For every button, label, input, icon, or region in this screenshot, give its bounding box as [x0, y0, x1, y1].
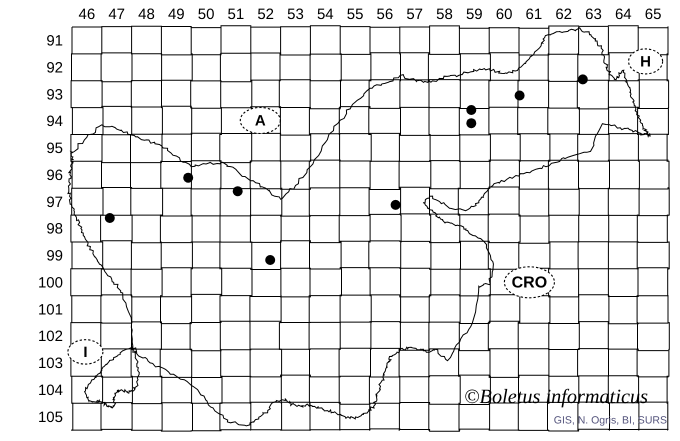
svg-text:65: 65: [645, 6, 662, 23]
svg-text:102: 102: [38, 328, 63, 345]
svg-text:51: 51: [228, 6, 245, 23]
svg-text:47: 47: [108, 6, 125, 23]
svg-text:56: 56: [377, 6, 394, 23]
svg-text:95: 95: [46, 140, 63, 157]
svg-text:97: 97: [46, 194, 63, 211]
svg-text:48: 48: [138, 6, 155, 23]
svg-text:H: H: [640, 54, 651, 71]
svg-text:92: 92: [46, 60, 63, 77]
svg-text:GIS, N. Ogris, BI, SURS: GIS, N. Ogris, BI, SURS: [554, 415, 667, 427]
svg-text:©Boletus informaticus: ©Boletus informaticus: [464, 386, 648, 408]
svg-text:46: 46: [79, 6, 96, 23]
svg-text:105: 105: [38, 409, 63, 426]
svg-text:53: 53: [287, 6, 304, 23]
svg-text:64: 64: [615, 6, 632, 23]
svg-text:99: 99: [46, 248, 63, 265]
svg-text:54: 54: [317, 6, 334, 23]
svg-text:57: 57: [406, 6, 423, 23]
svg-text:104: 104: [38, 382, 63, 399]
svg-text:61: 61: [526, 6, 543, 23]
svg-text:A: A: [255, 113, 266, 130]
svg-text:52: 52: [257, 6, 274, 23]
svg-text:94: 94: [46, 113, 63, 130]
svg-text:59: 59: [466, 6, 483, 23]
svg-text:100: 100: [38, 275, 63, 292]
svg-text:91: 91: [46, 33, 63, 50]
svg-text:63: 63: [585, 6, 602, 23]
svg-text:58: 58: [436, 6, 453, 23]
svg-text:I: I: [83, 344, 87, 361]
svg-text:60: 60: [496, 6, 513, 23]
svg-text:CRO: CRO: [512, 275, 548, 292]
svg-text:101: 101: [38, 301, 63, 318]
svg-text:49: 49: [168, 6, 185, 23]
svg-text:103: 103: [38, 355, 63, 372]
svg-text:98: 98: [46, 221, 63, 238]
svg-text:55: 55: [347, 6, 364, 23]
svg-text:62: 62: [555, 6, 572, 23]
svg-text:96: 96: [46, 167, 63, 184]
svg-text:93: 93: [46, 86, 63, 103]
svg-text:50: 50: [198, 6, 215, 23]
